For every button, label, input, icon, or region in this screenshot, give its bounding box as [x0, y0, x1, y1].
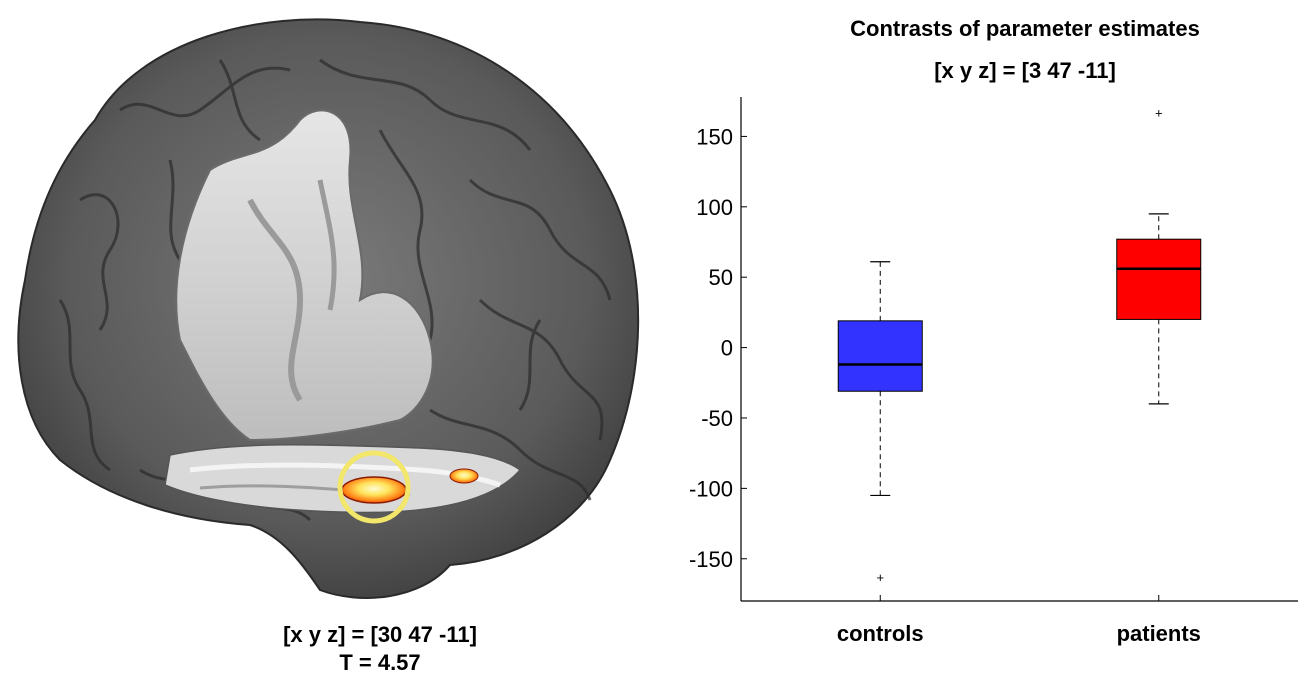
y-tick-label: 0: [721, 336, 733, 361]
brain-stat-label: T = 4.57: [339, 650, 421, 675]
x-tick-label-controls: controls: [837, 621, 924, 646]
outlier-marker: +: [1155, 105, 1163, 120]
boxplot-panel: Contrasts of parameter estimates [x y z]…: [650, 0, 1300, 681]
y-tick-label: 100: [696, 195, 733, 220]
box-iqr: [1116, 238, 1202, 320]
box-iqr: [837, 320, 923, 392]
y-tick-label: -50: [701, 406, 733, 431]
y-tick-label: 150: [696, 124, 733, 149]
activation-blob-secondary: [449, 468, 479, 484]
activation-blob-main: [341, 476, 407, 504]
gyri-pattern: [58, 58, 612, 522]
y-tick-label: -150: [689, 547, 733, 572]
y-tick-label: -100: [689, 476, 733, 501]
chart-subtitle: [x y z] = [3 47 -11]: [934, 58, 1116, 83]
highlight-circle: [337, 450, 411, 524]
x-tick-label-patients: patients: [1117, 621, 1201, 646]
boxplot-marks: ++: [837, 105, 1202, 585]
outlier-marker: +: [876, 570, 884, 585]
brain-figure-panel: [x y z] = [30 47 -11] T = 4.57: [17, 18, 640, 675]
y-tick-label: 50: [709, 265, 733, 290]
box-group-patients: +: [1116, 105, 1202, 405]
chart-title: Contrasts of parameter estimates: [850, 16, 1200, 41]
axes: 150 100 50 0 -50 -100 -150 controls patients: [689, 97, 1298, 646]
brain-coordinate-label: [x y z] = [30 47 -11]: [283, 622, 477, 647]
box-group-controls: +: [837, 261, 923, 585]
white-matter-section: [175, 109, 434, 442]
brain-render: [17, 18, 640, 599]
